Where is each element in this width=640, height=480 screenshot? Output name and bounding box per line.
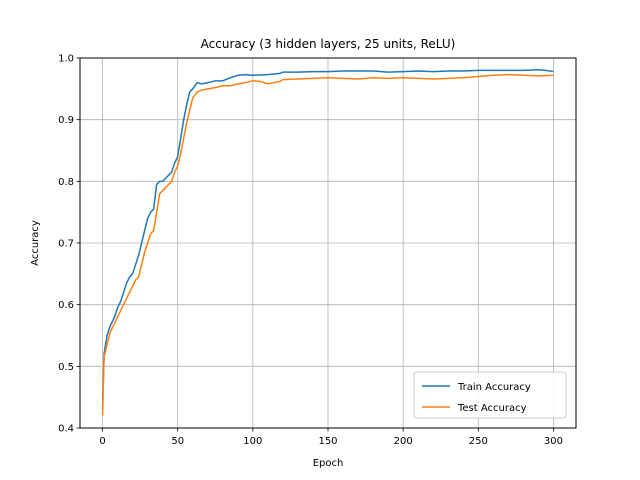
legend-entry: Train Accuracy xyxy=(457,382,531,393)
y-axis-label: Accuracy xyxy=(30,220,41,266)
y-tick-label: 0.9 xyxy=(58,115,74,126)
y-tick-label: 0.8 xyxy=(58,177,74,188)
x-tick-label: 50 xyxy=(171,436,184,447)
y-tick-label: 0.7 xyxy=(58,239,74,250)
legend-box xyxy=(413,371,567,419)
x-tick-label: 200 xyxy=(394,436,413,447)
x-tick-label: 100 xyxy=(243,436,262,447)
x-tick-label: 0 xyxy=(99,436,105,447)
chart-title: Accuracy (3 hidden layers, 25 units, ReL… xyxy=(201,37,456,51)
y-tick-label: 0.5 xyxy=(58,362,74,373)
series-line-test-accuracy xyxy=(101,73,554,416)
series-line-train-accuracy xyxy=(101,68,554,410)
x-axis-label: Epoch xyxy=(313,458,344,469)
axis-ticks: 0 50 100 150 200 250 300 0.4 0.5 0.6 0.7 0.8 0.9 1.0 xyxy=(58,54,563,448)
x-tick-label: 150 xyxy=(318,436,337,447)
legend-entry: Test Accuracy xyxy=(457,403,527,414)
series-lines xyxy=(101,68,554,416)
y-tick-label: 0.4 xyxy=(58,424,74,435)
y-tick-label: 1.0 xyxy=(58,54,74,65)
x-tick-label: 300 xyxy=(544,436,563,447)
y-tick-label: 0.6 xyxy=(58,300,74,311)
x-tick-label: 250 xyxy=(469,436,488,447)
legend: Train Accuracy Test Accuracy xyxy=(413,371,567,419)
